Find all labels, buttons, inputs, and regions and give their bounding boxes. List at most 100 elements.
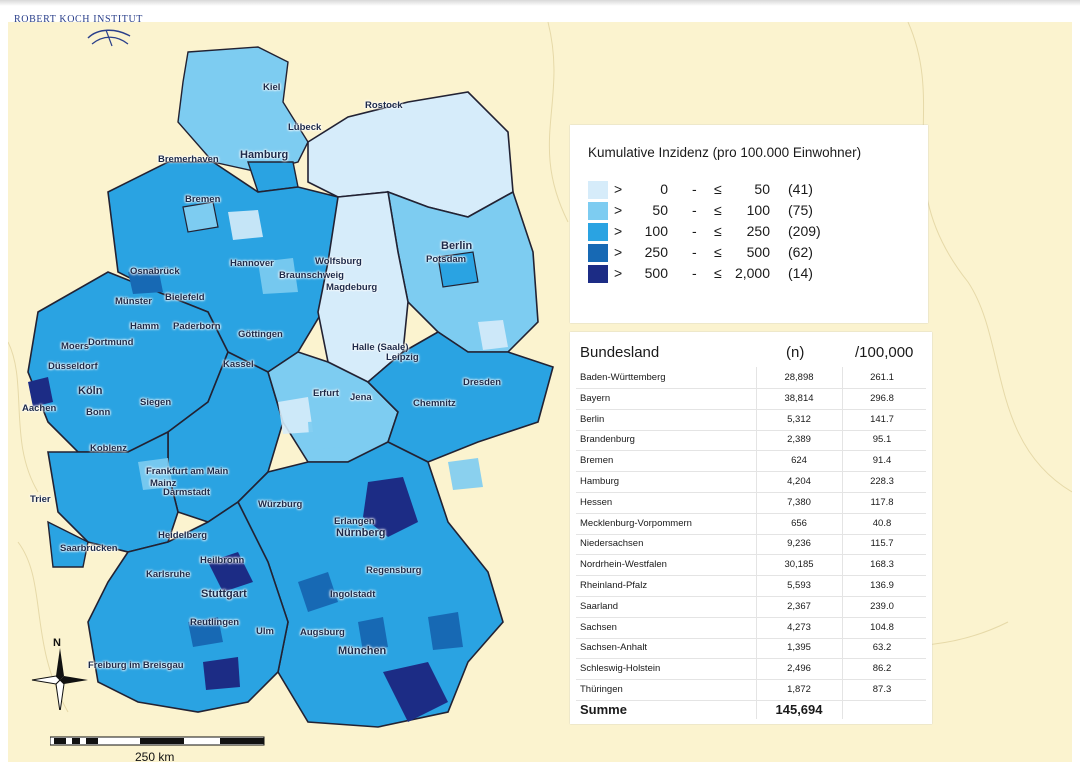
- city-label: Bremerhaven: [158, 154, 219, 165]
- table-row: Bremen 624 91.4: [576, 450, 926, 473]
- incidence-cell: 261.1: [870, 372, 894, 383]
- city-label: Potsdam: [426, 254, 467, 265]
- case-count-cell: 30,185: [784, 559, 814, 571]
- city-label: Saarbrücken: [60, 543, 118, 554]
- region-bremen: [182, 201, 219, 233]
- legend-le: ≤: [714, 265, 722, 281]
- city-label: Stuttgart: [201, 588, 247, 600]
- state-name-cell: Niedersachsen: [580, 538, 644, 550]
- city-label: Köln: [78, 385, 103, 397]
- case-count-cell: 656: [791, 517, 807, 529]
- case-count-cell: 624: [791, 455, 807, 467]
- legend-swatch: [588, 223, 608, 241]
- legend-box: Kumulative Inzidenz (pro 100.000 Einwohn…: [570, 125, 928, 323]
- city-label: Berlin: [441, 240, 473, 252]
- city-label: Magdeburg: [326, 282, 378, 293]
- city-label: Chemnitz: [413, 398, 456, 409]
- city-label: Göttingen: [238, 329, 283, 340]
- city-label: Hannover: [230, 258, 274, 269]
- case-count-cell: 1,395: [787, 642, 811, 654]
- city-label: Hamm: [130, 321, 160, 332]
- incidence-cell: 95.1: [872, 434, 892, 446]
- legend-swatch: [588, 202, 608, 220]
- incidence-cell: 296.8: [870, 392, 894, 404]
- city-label: Wolfsburg: [315, 256, 362, 267]
- table-row: Sachsen-Anhalt 1,395 63.2: [576, 637, 926, 660]
- table-row: Rheinland-Pfalz 5,593 136.9: [576, 575, 926, 597]
- legend-row: >250 - ≤500 (62): [588, 243, 918, 263]
- table-header-count: (n): [786, 344, 805, 361]
- incidence-cell: 115.7: [870, 538, 894, 550]
- legend-gt: >: [614, 181, 623, 197]
- legend-row: >100 - ≤250 (209): [588, 222, 918, 242]
- region-berlin: [437, 251, 479, 288]
- city-label: Erlangen: [334, 516, 375, 527]
- compass-icon: [31, 648, 88, 710]
- legend-count: (41): [788, 181, 813, 197]
- region-schleswig-holstein: [177, 46, 309, 173]
- city-label: Reutlingen: [190, 617, 240, 628]
- legend-to: 2,000: [734, 265, 770, 281]
- table-row: Brandenburg 2,389 95.1: [576, 429, 926, 452]
- region-sachsen: [366, 331, 554, 463]
- city-label: Ingolstadt: [330, 589, 376, 600]
- scale-bar: [50, 736, 265, 746]
- state-name-cell: Thüringen: [580, 684, 623, 695]
- table-sum-label: Summe: [580, 702, 627, 717]
- city-label: Leipzig: [386, 352, 419, 363]
- city-label: Paderborn: [173, 321, 221, 332]
- case-count-cell: 9,236: [787, 538, 811, 550]
- table-row: Thüringen 1,872 87.3: [576, 679, 926, 701]
- rki-logo-text: ROBERT KOCH INSTITUT: [14, 14, 143, 25]
- city-label: Nürnberg: [336, 527, 386, 539]
- incidence-cell: 168.3: [870, 559, 894, 571]
- city-label: Würzburg: [258, 499, 303, 510]
- legend-le: ≤: [714, 223, 722, 239]
- incidence-cell: 239.0: [870, 600, 894, 612]
- table-header-state: Bundesland: [580, 344, 660, 361]
- legend-le: ≤: [714, 202, 722, 218]
- incidence-cell: 63.2: [872, 642, 892, 654]
- legend-row: >50 - ≤100 (75): [588, 201, 918, 221]
- legend-from: 250: [644, 244, 668, 260]
- legend-le: ≤: [714, 181, 722, 197]
- state-name-cell: Saarland: [580, 600, 619, 612]
- state-name-cell: Hamburg: [580, 476, 620, 487]
- legend-row: >500 - ≤2,000 (14): [588, 264, 918, 284]
- legend-swatch: [588, 265, 608, 283]
- legend-from: 50: [652, 202, 668, 218]
- case-count-cell: 1,872: [787, 684, 811, 695]
- legend-dash: -: [692, 181, 697, 197]
- table-row: Saarland 2,367 239.0: [576, 596, 926, 618]
- table-row: Hamburg 4,204 228.3: [576, 471, 926, 493]
- city-label: Erfurt: [313, 388, 339, 399]
- case-count-cell: 4,204: [787, 476, 811, 487]
- table-header-incidence: /100,000: [855, 344, 914, 361]
- legend-dash: -: [692, 244, 697, 260]
- rki-logo-icon: [87, 29, 131, 47]
- city-label: Bremen: [185, 194, 221, 205]
- table-row: Sachsen 4,273 104.8: [576, 617, 926, 639]
- incidence-cell: 40.8: [872, 517, 892, 529]
- legend-count: (75): [788, 202, 813, 218]
- legend-to: 250: [746, 223, 770, 239]
- legend-gt: >: [614, 202, 623, 218]
- incidence-cell: 141.7: [870, 413, 894, 425]
- city-label: Darmstadt: [163, 487, 210, 498]
- city-label: Heilbronn: [200, 555, 245, 566]
- legend-gt: >: [614, 265, 623, 281]
- table-row: Schleswig-Holstein 2,496 86.2: [576, 658, 926, 681]
- table-row: Hessen 7,380 117.8: [576, 492, 926, 514]
- case-count-cell: 7,380: [787, 496, 811, 508]
- case-count-cell: 5,312: [787, 413, 811, 425]
- case-count-cell: 5,593: [787, 580, 811, 591]
- legend-gt: >: [614, 244, 623, 260]
- city-label: Münster: [115, 296, 152, 307]
- city-label: Mainz: [150, 478, 177, 489]
- legend-dash: -: [692, 202, 697, 218]
- legend-swatch: [588, 181, 608, 199]
- state-name-cell: Bayern: [580, 392, 611, 404]
- city-label: Regensburg: [366, 565, 422, 576]
- city-label: Kiel: [263, 82, 281, 93]
- table-row: Mecklenburg-Vorpommern 656 40.8: [576, 513, 926, 535]
